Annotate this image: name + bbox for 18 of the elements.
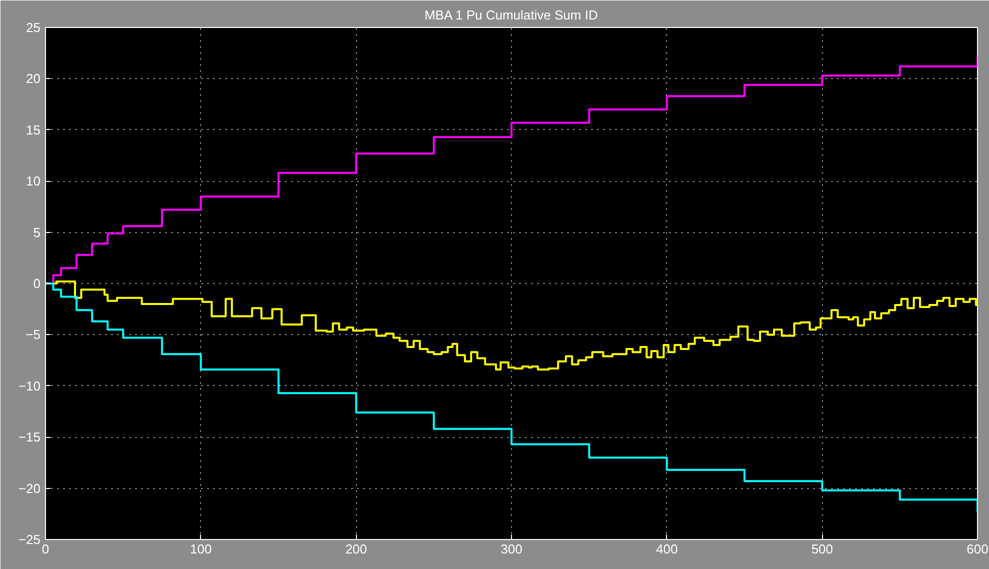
chart-title: MBA 1 Pu Cumulative Sum ID bbox=[424, 8, 598, 22]
y-tick-label: −5 bbox=[26, 327, 41, 342]
x-tick-label: 400 bbox=[656, 542, 678, 556]
y-tick-label: 10 bbox=[26, 174, 41, 189]
y-tick-label: −10 bbox=[18, 378, 41, 394]
y-tick-label: 25 bbox=[26, 20, 41, 35]
y-tick-label: 15 bbox=[26, 122, 41, 138]
x-tick-label: 200 bbox=[345, 542, 368, 556]
y-tick-label: −20 bbox=[18, 480, 41, 496]
y-tick-label: 20 bbox=[26, 71, 41, 86]
x-tick-label: 500 bbox=[811, 542, 834, 556]
y-tick-label: 5 bbox=[33, 224, 41, 240]
x-tick-label: 300 bbox=[500, 542, 522, 556]
y-tick-label: −15 bbox=[18, 430, 41, 445]
y-tick-label: −25 bbox=[18, 532, 41, 547]
y-tick-label: 0 bbox=[33, 276, 41, 291]
x-tick-label: 600 bbox=[966, 542, 988, 556]
x-tick-label: 100 bbox=[190, 542, 212, 556]
